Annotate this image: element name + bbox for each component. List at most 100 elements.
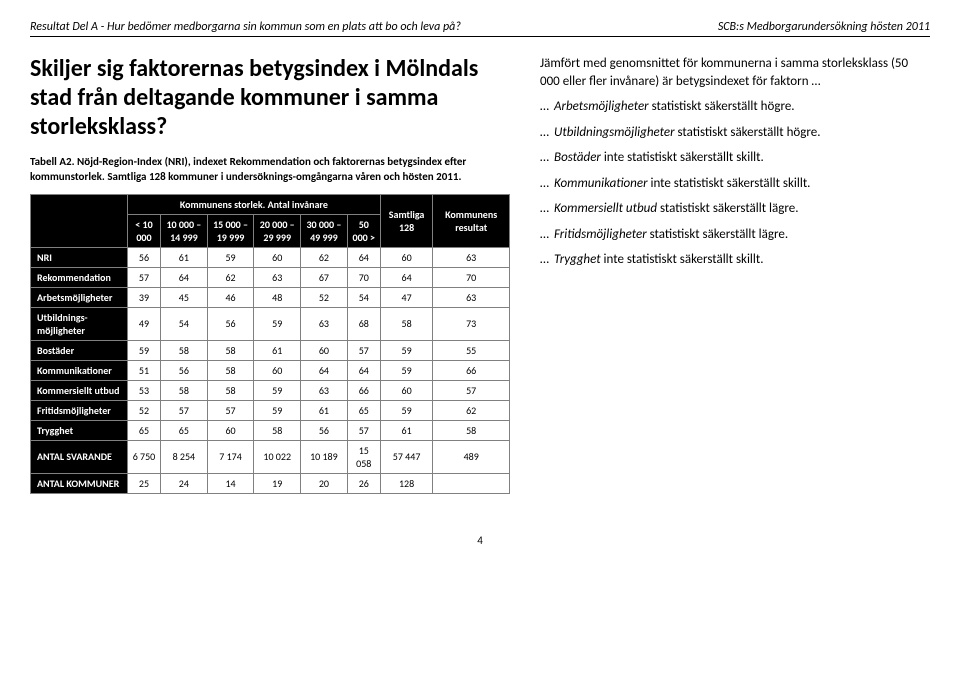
table-cell: 58: [207, 340, 254, 360]
table-cell: 60: [207, 420, 254, 440]
table-cell: 73: [433, 307, 510, 340]
table-corner: [31, 194, 128, 247]
table-cell: 58: [207, 380, 254, 400]
table-cell: 58: [161, 380, 208, 400]
table-cell: 46: [207, 287, 254, 307]
table-cell: 59: [380, 340, 433, 360]
table-cell: 59: [254, 307, 301, 340]
table-cell: 61: [301, 400, 348, 420]
table-row: Fritidsmöjligheter5257575961655962: [31, 400, 510, 420]
table-row: Rekommendation5764626367706470: [31, 267, 510, 287]
table-cell: 57: [347, 340, 380, 360]
table-cell: 15 058: [347, 440, 380, 473]
table-cell: 52: [127, 400, 160, 420]
table-cell: 26: [347, 473, 380, 493]
table-cell: 57: [347, 420, 380, 440]
commentary-intro: Jämfört med genomsnittet för kommunerna …: [540, 55, 930, 90]
table-cell: 19: [254, 473, 301, 493]
table-row-label: Rekommendation: [31, 267, 128, 287]
table-row-label: Kommersiellt utbud: [31, 380, 128, 400]
table-cell: 54: [347, 287, 380, 307]
table-cell: 61: [161, 247, 208, 267]
table-cell: 57: [207, 400, 254, 420]
table-row: Bostäder5958586160575955: [31, 340, 510, 360]
table-cell: 59: [380, 360, 433, 380]
table-col-header: 30 000 – 49 999: [301, 214, 348, 247]
table-cell: 70: [433, 267, 510, 287]
table-cell: 64: [301, 360, 348, 380]
table-cell: 66: [433, 360, 510, 380]
table-col-header: 10 000 – 14 999: [161, 214, 208, 247]
table-cell: 57: [161, 400, 208, 420]
table-row-label: Trygghet: [31, 420, 128, 440]
table-cell: 60: [254, 247, 301, 267]
table-cell: 10 189: [301, 440, 348, 473]
page-header: Resultat Del A - Hur bedömer medborgarna…: [30, 20, 930, 37]
table-cell: 64: [380, 267, 433, 287]
table-cell: 45: [161, 287, 208, 307]
table-cell: 62: [433, 400, 510, 420]
commentary-bullet: Fritidsmöjligheter statistiskt säkerstäl…: [540, 226, 930, 244]
table-row-label: Arbetsmöjligheter: [31, 287, 128, 307]
bullet-term: Bostäder: [554, 150, 601, 165]
bullet-tail: inte statistiskt säkerställt skillt.: [648, 176, 811, 191]
bullet-tail: inte statistiskt säkerställt skillt.: [601, 150, 764, 165]
bullet-term: Trygghet: [554, 252, 601, 267]
table-col-header: Kommunens resultat: [433, 194, 510, 247]
bullet-term: Utbildningsmöjligheter: [554, 125, 675, 140]
table-cell: 63: [433, 287, 510, 307]
commentary-bullet: Trygghet inte statistiskt säkerställt sk…: [540, 251, 930, 269]
table-cell: 58: [433, 420, 510, 440]
table-cell: 489: [433, 440, 510, 473]
table-cell: 63: [254, 267, 301, 287]
header-right: SCB:s Medborgarundersökning hösten 2011: [718, 20, 930, 34]
table-cell: 62: [301, 247, 348, 267]
table-cell: 6 750: [127, 440, 160, 473]
table-cell: 59: [254, 380, 301, 400]
table-row: Kommunikationer5156586064645966: [31, 360, 510, 380]
table-cell: 57: [433, 380, 510, 400]
table-col-header: < 10 000: [127, 214, 160, 247]
table-cell: 64: [161, 267, 208, 287]
table-row-label: Utbildnings-möjligheter: [31, 307, 128, 340]
bullet-tail: statistiskt säkerställt lägre.: [657, 201, 798, 216]
table-row: NRI5661596062646063: [31, 247, 510, 267]
table-cell: 66: [347, 380, 380, 400]
table-cell: 57 447: [380, 440, 433, 473]
table-cell: 60: [380, 247, 433, 267]
table-cell: 52: [301, 287, 348, 307]
table-cell: 7 174: [207, 440, 254, 473]
bullet-term: Kommersiellt utbud: [554, 201, 657, 216]
page-title: Skiljer sig faktorernas betygsindex i Mö…: [30, 55, 510, 141]
table-cell: 59: [127, 340, 160, 360]
table-cell: 55: [433, 340, 510, 360]
bullet-tail: statistiskt säkerställt högre.: [675, 125, 821, 140]
table-cell: 58: [161, 340, 208, 360]
table-cell: 25: [127, 473, 160, 493]
table-cell: 51: [127, 360, 160, 380]
table-col-header: 20 000 – 29 999: [254, 214, 301, 247]
header-left: Resultat Del A - Hur bedömer medborgarna…: [30, 20, 461, 34]
table-cell: 60: [301, 340, 348, 360]
table-col-header: Samtliga 128: [380, 194, 433, 247]
table-cell: 58: [380, 307, 433, 340]
table-row-label: ANTAL SVARANDE: [31, 440, 128, 473]
table-cell: 62: [207, 267, 254, 287]
bullet-term: Fritidsmöjligheter: [554, 227, 647, 242]
table-row-label: ANTAL KOMMUNER: [31, 473, 128, 493]
table-cell: 47: [380, 287, 433, 307]
table-cell: 63: [433, 247, 510, 267]
commentary-bullet: Kommunikationer inte statistiskt säkerst…: [540, 175, 930, 193]
table-cell: 64: [347, 360, 380, 380]
data-table: Kommunens storlek. Antal invånare Samtli…: [30, 194, 510, 494]
bullet-tail: inte statistiskt säkerställt skillt.: [601, 252, 764, 267]
table-col-header: 50 000 >: [347, 214, 380, 247]
table-cell: 59: [254, 400, 301, 420]
bullet-term: Kommunikationer: [554, 176, 648, 191]
table-cell: 53: [127, 380, 160, 400]
table-cell: 56: [207, 307, 254, 340]
table-cell: 24: [161, 473, 208, 493]
table-cell: 58: [207, 360, 254, 380]
table-cell: 10 022: [254, 440, 301, 473]
table-cell: 48: [254, 287, 301, 307]
